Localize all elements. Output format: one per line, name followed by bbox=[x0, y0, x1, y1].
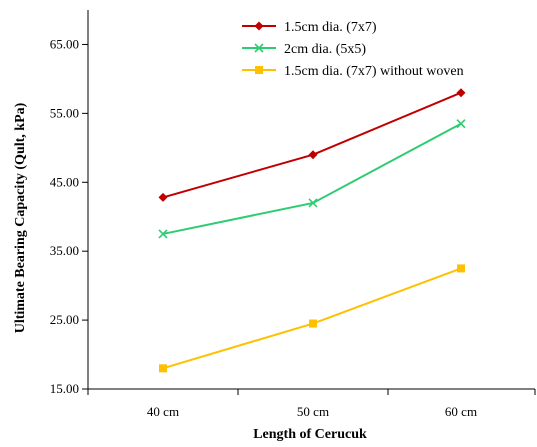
data-point bbox=[309, 319, 317, 328]
x-axis-title: Length of Cerucuk bbox=[253, 427, 367, 442]
legend-item: 2cm dia. (5x5) bbox=[242, 42, 366, 57]
data-point bbox=[159, 364, 167, 373]
chart-series bbox=[158, 88, 466, 373]
y-axis-ticks: 15.00 25.00 35.00 45.00 55.00 65.00 bbox=[50, 36, 88, 396]
legend-item: 1.5cm dia. (7x7) without woven bbox=[242, 64, 464, 79]
data-point bbox=[456, 119, 466, 129]
y-tick-label: 45.00 bbox=[50, 174, 79, 189]
series-line bbox=[162, 91, 462, 199]
x-tick-label: 50 cm bbox=[297, 404, 329, 419]
data-point bbox=[457, 264, 465, 273]
series-line bbox=[162, 267, 462, 370]
x-axis-ticks: 40 cm 50 cm 60 cm bbox=[87, 389, 536, 419]
x-tick-label: 40 cm bbox=[147, 404, 179, 419]
y-tick-label: 35.00 bbox=[50, 243, 79, 258]
data-point bbox=[308, 150, 318, 160]
legend-marker bbox=[254, 21, 264, 31]
chart-axes bbox=[87, 10, 535, 390]
legend-label: 2cm dia. (5x5) bbox=[284, 42, 366, 57]
y-axis-title: Ultimate Bearing Capacity (Qult, kPa) bbox=[13, 102, 28, 333]
y-tick-label: 65.00 bbox=[50, 36, 79, 51]
chart-legend: 1.5cm dia. (7x7) 2cm dia. (5x5) 1.5cm dia.… bbox=[242, 20, 464, 79]
series-3 bbox=[159, 264, 465, 373]
legend-label: 1.5cm dia. (7x7) bbox=[284, 20, 377, 35]
legend-item: 1.5cm dia. (7x7) bbox=[242, 20, 377, 35]
data-point bbox=[456, 88, 466, 98]
legend-marker bbox=[255, 66, 263, 74]
series-2 bbox=[158, 119, 466, 239]
data-point bbox=[308, 198, 318, 208]
y-tick-label: 25.00 bbox=[50, 312, 79, 327]
y-tick-label: 55.00 bbox=[50, 105, 79, 120]
series-line bbox=[162, 122, 462, 235]
y-tick-label: 15.00 bbox=[50, 381, 79, 396]
x-tick-label: 60 cm bbox=[445, 404, 477, 419]
legend-marker bbox=[254, 43, 264, 53]
legend-label: 1.5cm dia. (7x7) without woven bbox=[284, 64, 464, 79]
series-1 bbox=[158, 88, 466, 202]
data-point bbox=[158, 229, 168, 239]
data-point bbox=[158, 192, 168, 202]
